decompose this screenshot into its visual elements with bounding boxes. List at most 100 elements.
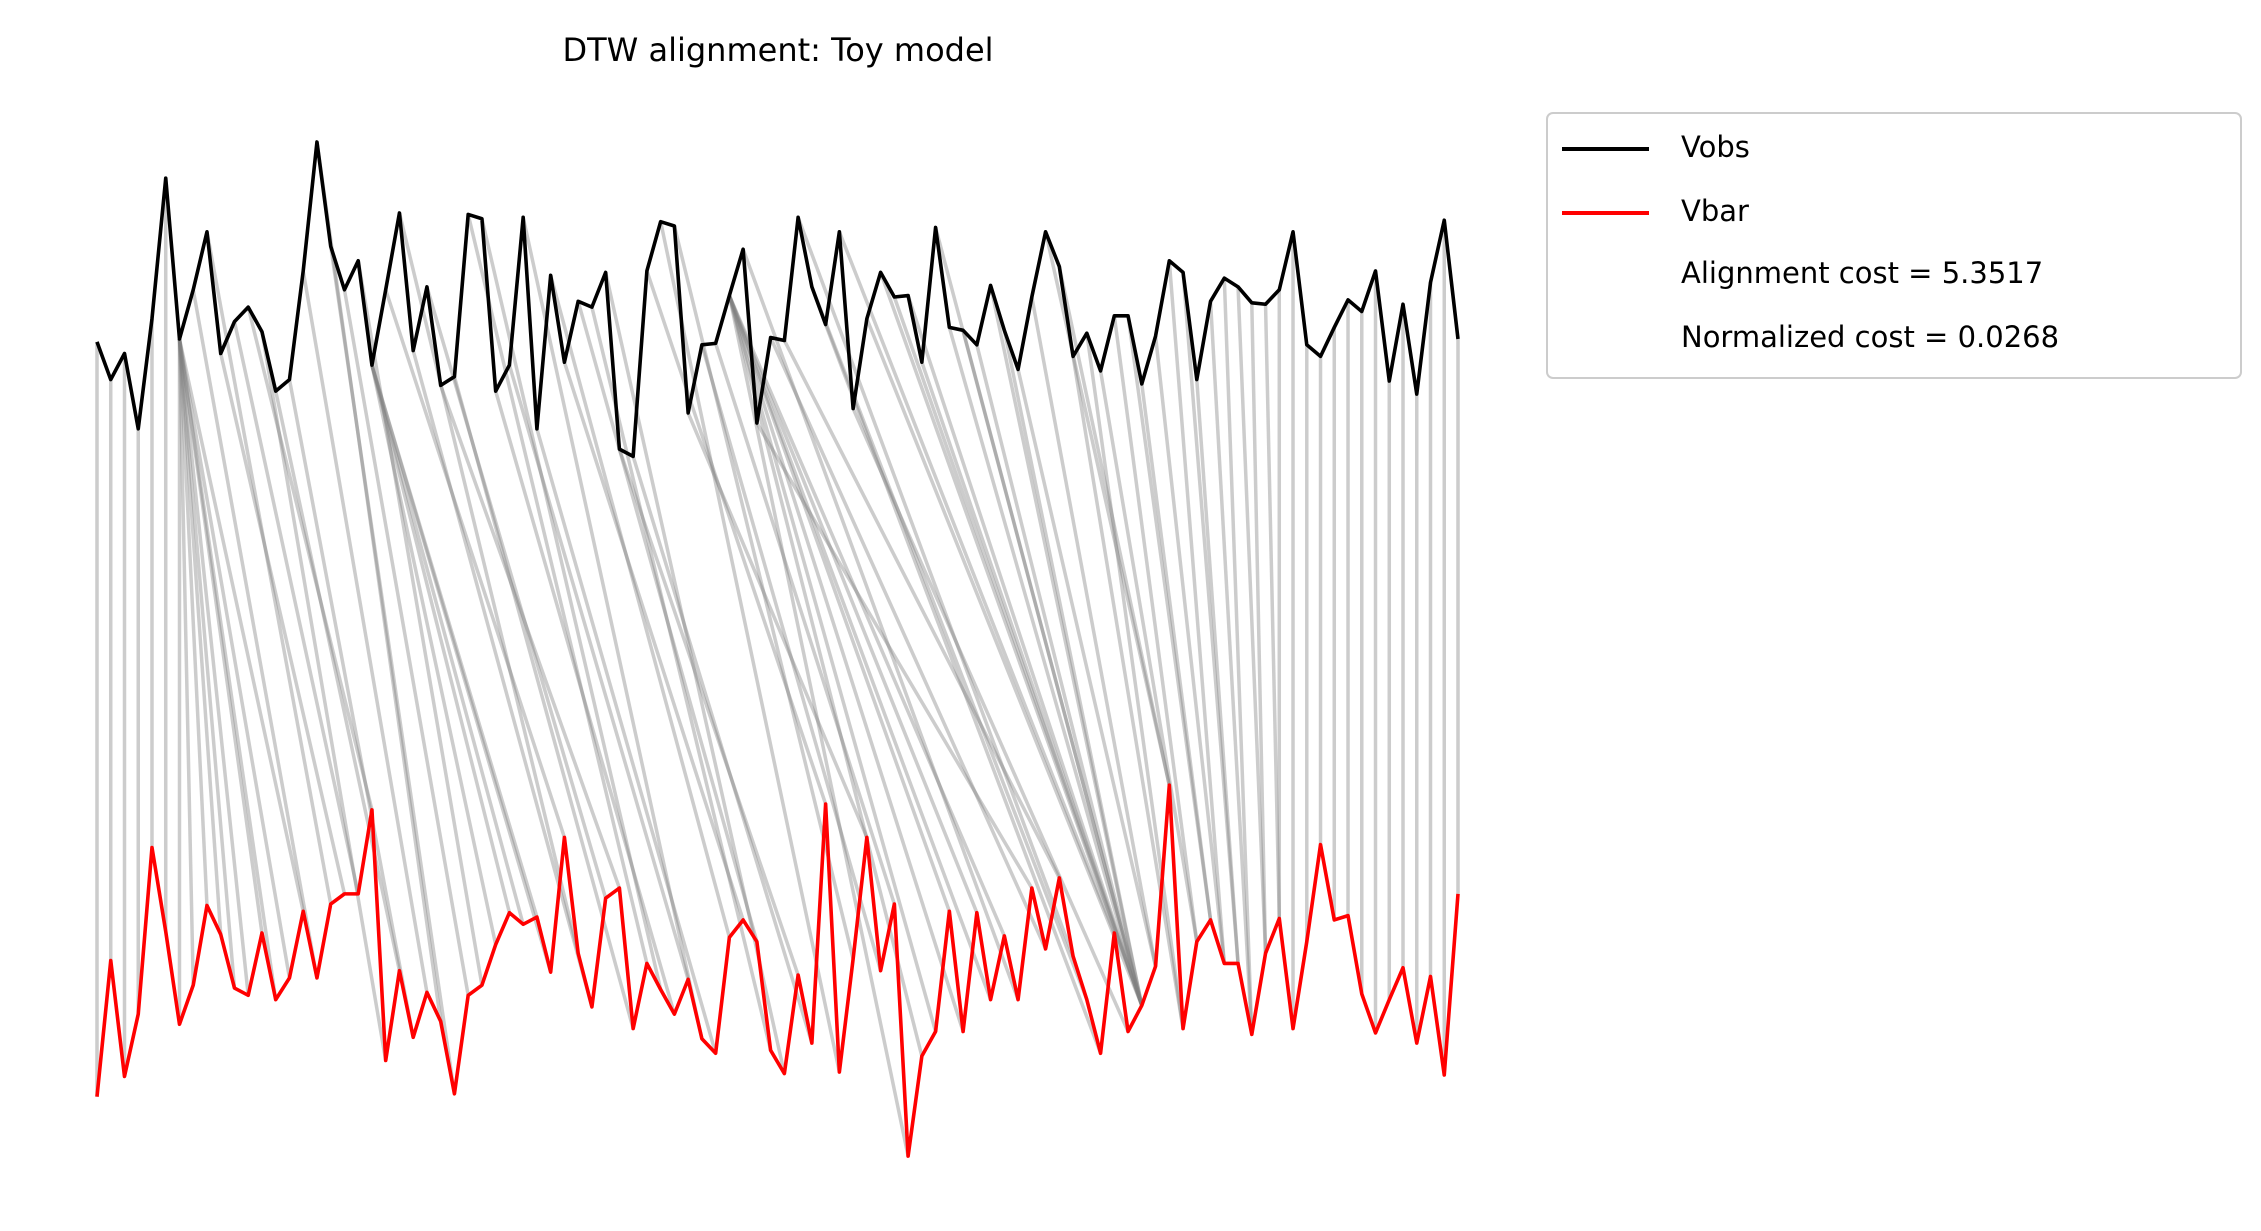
series-line: [95, 140, 1460, 459]
legend-annotation: Alignment cost = 5.3517: [1681, 256, 2043, 290]
alignment-line: [878, 271, 1144, 1007]
alignment-line: [370, 364, 553, 973]
alignment-line: [177, 338, 292, 979]
legend-box: [1546, 112, 2242, 379]
alignment-line: [851, 407, 1130, 1033]
alignment-line: [177, 338, 278, 1000]
alignment-line: [356, 260, 484, 986]
alignment-line: [713, 342, 897, 905]
alignment-line: [837, 231, 1116, 934]
alignment-line: [1153, 335, 1227, 964]
alignment-line: [232, 321, 360, 895]
alignment-lines: [95, 141, 1460, 1157]
alignment-line: [920, 361, 1144, 1006]
legend: Vobs Vbar Alignment cost = 5.3517 Normalize…: [1562, 130, 2059, 354]
legend-label: Vbar: [1681, 194, 1749, 228]
legend-label: Vobs: [1681, 130, 1750, 164]
alignment-line: [301, 270, 429, 993]
alignment-line: [727, 294, 993, 1001]
alignment-line: [493, 390, 677, 1015]
alignment-line: [287, 379, 415, 1038]
alignment-line: [782, 339, 1061, 879]
alignment-line: [1263, 304, 1282, 919]
alignment-line: [315, 141, 443, 1022]
alignment-line: [1236, 286, 1268, 954]
alignment-line: [1098, 370, 1199, 942]
alignment-line: [590, 306, 773, 1051]
alignment-line: [1043, 231, 1172, 786]
alignment-line: [425, 286, 608, 899]
alignment-line: [205, 231, 333, 905]
alignment-line: [342, 289, 470, 996]
chart-title: DTW alignment: Toy model: [562, 31, 993, 69]
alignment-line: [1112, 315, 1199, 942]
alignment-line: [1167, 260, 1227, 964]
alignment-line: [755, 422, 1034, 889]
alignment-line: [548, 274, 732, 938]
alignment-line: [727, 295, 910, 1157]
alignment-line: [617, 448, 800, 976]
alignment-line: [769, 336, 1048, 950]
alignment-line: [1030, 296, 1158, 967]
alignment-line: [947, 326, 1144, 1006]
alignment-line: [521, 216, 704, 1040]
alignment-line: [1181, 272, 1240, 964]
alignment-line: [576, 300, 759, 943]
alignment-line: [507, 364, 690, 980]
alignment-line: [1085, 332, 1185, 1029]
alignment-line: [177, 338, 223, 935]
alignment-line: [535, 428, 718, 1054]
alignment-line: [1208, 301, 1254, 1035]
alignment-line: [892, 296, 1144, 1007]
alignment-line: [177, 338, 264, 934]
alignment-line: [658, 221, 842, 1073]
alignment-line: [439, 384, 622, 889]
alignment-line: [727, 294, 979, 914]
alignment-line: [397, 212, 580, 954]
alignment-line: [686, 412, 869, 839]
alignment-line: [933, 227, 1144, 1006]
alignment-line: [177, 338, 250, 996]
alignment-line: [961, 329, 1144, 1006]
alignment-line: [177, 338, 195, 986]
alignment-line: [191, 289, 319, 979]
alignment-line: [370, 364, 512, 914]
alignment-line: [177, 338, 237, 989]
alignment-line: [631, 455, 814, 1044]
alignment-line: [727, 295, 938, 1032]
alignment-line: [727, 294, 1006, 937]
alignment-line: [411, 350, 594, 1008]
alignment-line: [741, 248, 1020, 1001]
alignment-line: [260, 331, 388, 1061]
alignment-line: [1250, 302, 1268, 954]
alignment-line: [988, 285, 1144, 1006]
alignment-line: [370, 364, 498, 945]
alignment-line: [177, 338, 209, 906]
alignment-line: [810, 286, 1089, 1001]
series-line: [95, 783, 1460, 1158]
alignment-line: [466, 214, 649, 964]
series-lines: [95, 140, 1460, 1158]
alignment-line: [1002, 329, 1144, 1006]
alignment-line: [865, 318, 1144, 1007]
alignment-line: [645, 270, 828, 805]
alignment-line: [700, 344, 883, 972]
alignment-line: [1057, 266, 1172, 786]
alignment-line: [370, 364, 539, 918]
alignment-line: [219, 353, 347, 895]
alignment-line: [796, 216, 1075, 957]
alignment-line: [1016, 369, 1158, 967]
alignment-line: [1195, 379, 1240, 964]
alignment-line: [370, 364, 525, 925]
alignment-line: [727, 294, 951, 912]
alignment-line: [1140, 383, 1213, 921]
alignment-line: [1126, 315, 1213, 921]
alignment-line: [562, 361, 745, 921]
legend-annotation: Normalized cost = 0.0268: [1681, 320, 2059, 354]
alignment-line: [177, 338, 305, 912]
alignment-line: [823, 323, 1103, 1054]
alignment-line: [274, 390, 402, 972]
alignment-line: [384, 289, 567, 838]
alignment-line: [328, 246, 457, 1095]
